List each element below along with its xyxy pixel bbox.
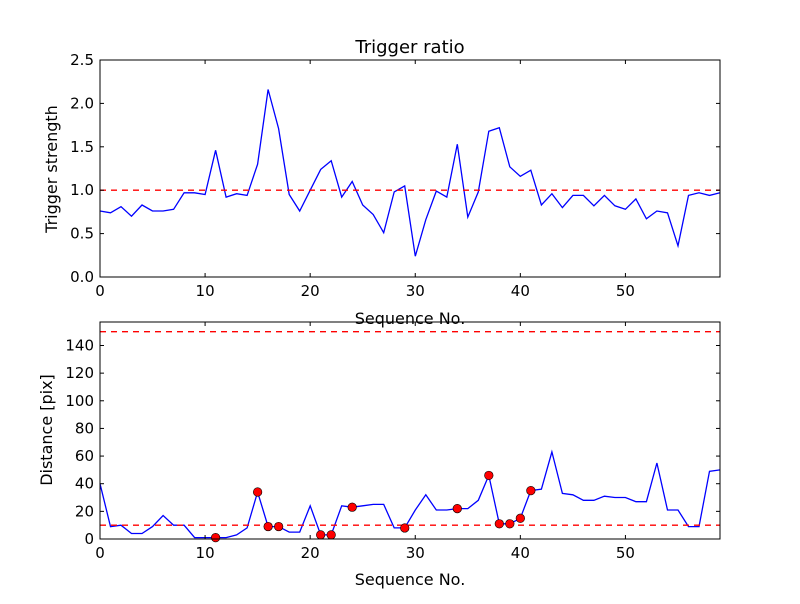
- bottom-y-tick-label: 140: [65, 336, 94, 354]
- bottom-axes-frame: [99, 321, 721, 540]
- top-x-tick-label: 50: [616, 282, 635, 300]
- bottom-y-tick-label: 0: [84, 530, 94, 548]
- top-x-tick-label: 30: [406, 282, 425, 300]
- top-y-tick-label: 1.0: [70, 181, 94, 199]
- top-axes-frame: [99, 59, 721, 278]
- top-x-axis-label: Sequence No.: [355, 309, 466, 328]
- top-series-line: [99, 89, 721, 257]
- bottom-y-axis-label: Distance [pix]: [37, 374, 56, 486]
- bottom-x-axis-label: Sequence No.: [355, 570, 466, 589]
- bottom-data-marker: [484, 470, 494, 481]
- bottom-data-marker: [505, 519, 515, 529]
- bottom-y-tick-label: 80: [75, 419, 94, 437]
- bottom-data-marker: [515, 513, 525, 523]
- bottom-y-tick-label: 60: [75, 447, 94, 465]
- bottom-x-tick-label: 10: [196, 544, 215, 562]
- top-y-tick-label: 0.0: [70, 268, 94, 286]
- top-x-tick-label: 0: [95, 282, 105, 300]
- top-y-tick-label: 2.0: [70, 94, 94, 112]
- top-y-tick-label: 0.5: [70, 225, 94, 243]
- bottom-x-tick-label: 20: [301, 544, 320, 562]
- bottom-data-marker: [494, 519, 504, 529]
- bottom-x-tick-label: 40: [511, 544, 530, 562]
- bottom-x-tick-label: 30: [406, 544, 425, 562]
- bottom-y-tick-label: 20: [75, 502, 94, 520]
- top-chart-title: Trigger ratio: [354, 37, 464, 58]
- bottom-series-line: [99, 449, 721, 539]
- bottom-y-tick-label: 120: [65, 364, 94, 382]
- top-x-tick-label: 10: [196, 282, 215, 300]
- bottom-data-marker: [326, 530, 336, 540]
- bottom-data-marker: [274, 521, 284, 532]
- bottom-data-marker: [316, 530, 326, 540]
- bottom-data-marker: [400, 523, 410, 533]
- top-y-axis-label: Trigger strength: [42, 105, 61, 234]
- bottom-data-marker: [253, 487, 263, 497]
- bottom-data-marker: [347, 502, 357, 512]
- top-x-tick-label: 40: [511, 282, 530, 300]
- bottom-y-tick-label: 40: [75, 475, 94, 493]
- bottom-data-marker: [210, 533, 221, 543]
- bottom-data-marker: [526, 486, 536, 496]
- top-y-tick-label: 1.5: [70, 138, 94, 156]
- bottom-x-tick-label: 50: [616, 544, 635, 562]
- top-y-tick-label: 2.5: [70, 51, 94, 69]
- top-x-tick-label: 20: [301, 282, 320, 300]
- bottom-y-tick-label: 100: [65, 392, 94, 410]
- bottom-data-marker: [452, 503, 462, 514]
- bottom-x-tick-label: 0: [95, 544, 105, 562]
- bottom-data-marker: [263, 521, 273, 532]
